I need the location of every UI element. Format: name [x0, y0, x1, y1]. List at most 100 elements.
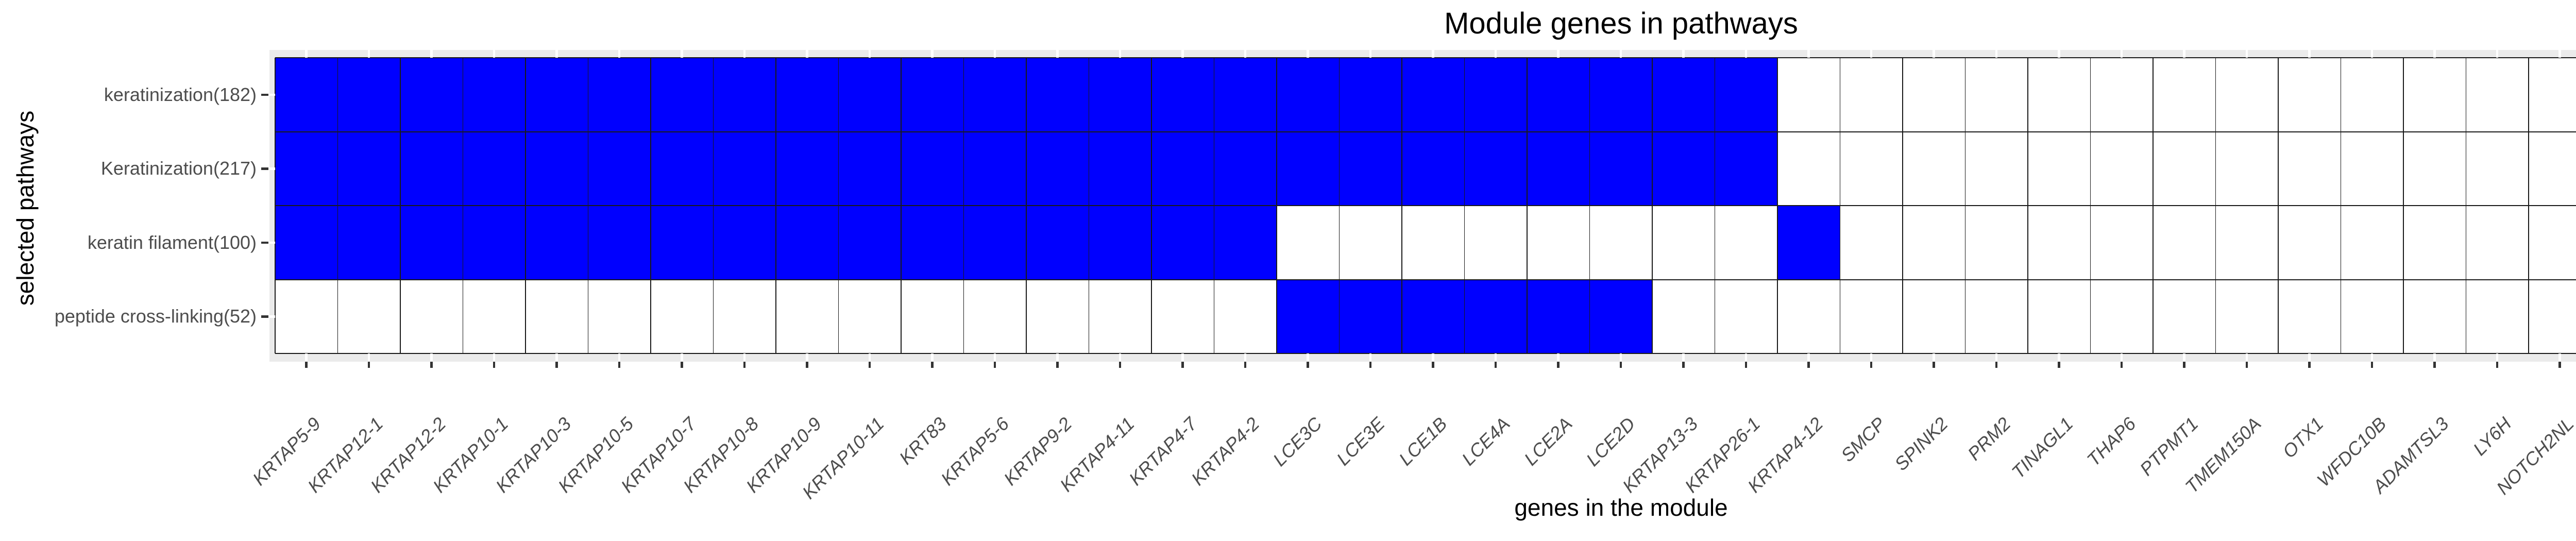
grid-notch-top — [2183, 50, 2185, 58]
x-tick-label: LCE3C — [1269, 413, 1327, 470]
heatmap-cell — [2027, 131, 2091, 206]
heatmap-cell — [650, 58, 714, 132]
heatmap-cell — [650, 279, 714, 353]
x-axis-tick — [1557, 362, 1560, 368]
x-axis-tick — [1995, 362, 1998, 368]
x-axis-tick — [2558, 362, 2561, 368]
heatmap-cell — [1902, 279, 1965, 353]
x-axis-tick — [931, 362, 934, 368]
heatmap-cell — [400, 131, 463, 206]
heatmap-cell — [2090, 58, 2153, 132]
grid-notch-bottom — [430, 353, 433, 362]
heatmap-cell — [588, 131, 651, 206]
grid-notch-top — [1682, 50, 1685, 58]
heatmap-cell — [1214, 58, 1277, 132]
grid-notch-bottom — [931, 353, 934, 362]
grid-notch-bottom — [2308, 353, 2311, 362]
x-axis-tick — [1682, 362, 1685, 368]
y-tick-label: peptide cross-linking(52) — [54, 306, 257, 327]
heatmap-cell — [2215, 279, 2278, 353]
heatmap-cell — [1401, 58, 1465, 132]
heatmap-cell — [1715, 58, 1777, 132]
grid-notch-bottom — [2433, 353, 2436, 362]
grid-notch-bottom — [1557, 353, 1560, 362]
grid-notch-top — [1933, 50, 1935, 58]
y-axis-tick — [261, 93, 268, 96]
x-tick-label: LCE2D — [1582, 413, 1639, 470]
x-axis-tick — [1181, 362, 1184, 368]
heatmap-cell — [2278, 279, 2341, 353]
x-tick-label: LCE3E — [1332, 413, 1389, 470]
x-axis-tick — [1619, 362, 1622, 368]
heatmap-cell — [1589, 58, 1652, 132]
heatmap-cell — [1151, 279, 1214, 353]
grid-notch-bottom — [305, 353, 308, 362]
heatmap-cell — [400, 279, 463, 353]
heatmap-cell — [2153, 58, 2216, 132]
grid-notch-top — [931, 50, 934, 58]
heatmap-cell — [838, 206, 901, 280]
x-axis-tick — [2370, 362, 2374, 368]
grid-notch-top — [430, 50, 433, 58]
heatmap-cell — [2090, 131, 2153, 206]
heatmap-cell — [1214, 131, 1277, 206]
grid-notch-top — [2433, 50, 2436, 58]
grid-notch-top — [1432, 50, 1434, 58]
grid-notch-bottom — [2058, 353, 2060, 362]
grid-notch-top — [2058, 50, 2060, 58]
grid-notch-top — [1995, 50, 1998, 58]
y-axis-tick — [261, 315, 268, 318]
heatmap-cell — [1089, 206, 1151, 280]
heatmap-cell — [1151, 206, 1214, 280]
x-axis-tick — [1056, 362, 1059, 368]
grid-notch-bottom — [993, 353, 996, 362]
heatmap-cell — [2215, 206, 2278, 280]
grid-notch-top — [1118, 50, 1122, 58]
heatmap-cell — [2027, 58, 2091, 132]
y-axis-tick — [261, 167, 268, 170]
grid-notch-top — [2496, 50, 2499, 58]
heatmap-cell — [1276, 279, 1340, 353]
x-axis-tick — [2120, 362, 2123, 368]
grid-notch-top — [681, 50, 683, 58]
grid-notch-bottom — [2496, 353, 2499, 362]
x-axis-tick — [1744, 362, 1748, 368]
grid-notch-bottom — [1181, 353, 1184, 362]
grid-notch-bottom — [1870, 353, 1873, 362]
heatmap-cell — [1965, 131, 2028, 206]
heatmap-cell — [1214, 206, 1277, 280]
x-tick-label: KRTAP5-6 — [937, 413, 1013, 489]
heatmap-cell — [1339, 58, 1402, 132]
x-axis-tick — [806, 362, 808, 368]
heatmap-cell — [901, 58, 964, 132]
x-axis-tick — [2433, 362, 2436, 368]
grid-notch-top — [868, 50, 871, 58]
heatmap-cell — [2403, 58, 2466, 132]
heatmap-cell — [1276, 58, 1340, 132]
heatmap-cell — [2466, 279, 2529, 353]
heatmap-cell — [1089, 58, 1151, 132]
heatmap-cell — [1840, 279, 1903, 353]
heatmap-cell — [1965, 279, 2028, 353]
x-axis-tick — [2496, 362, 2499, 368]
grid-notch-bottom — [1244, 353, 1247, 362]
grid-notch-bottom — [1933, 353, 1935, 362]
y-tick-label: Keratinization(217) — [100, 158, 257, 179]
x-axis-tick — [2308, 362, 2311, 368]
x-axis-tick — [2183, 362, 2185, 368]
grid-notch-top — [555, 50, 558, 58]
x-tick-label: LCE1B — [1395, 413, 1452, 470]
x-axis-tick — [2245, 362, 2248, 368]
heatmap-cell — [2027, 206, 2091, 280]
heatmap-cell — [775, 131, 839, 206]
heatmap-cell — [1339, 206, 1402, 280]
heatmap-cell — [1902, 131, 1965, 206]
x-tick-label: KRT83 — [895, 413, 951, 469]
heatmap-cell — [275, 131, 338, 206]
heatmap-cell — [2403, 206, 2466, 280]
heatmap-cell — [1652, 58, 1715, 132]
heatmap-cell — [2153, 279, 2216, 353]
grid-notch-bottom — [743, 353, 746, 362]
heatmap-cell — [525, 131, 588, 206]
grid-notch-bottom — [1056, 353, 1059, 362]
